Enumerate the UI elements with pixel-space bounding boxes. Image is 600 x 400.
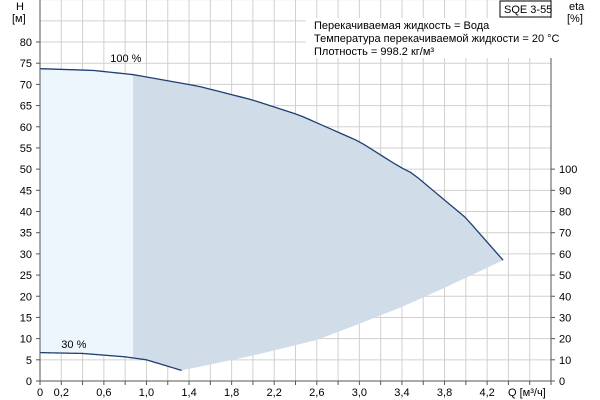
y-tick-label: 55: [20, 143, 32, 155]
x-tick-label: 1,4: [181, 387, 196, 399]
y-tick-label: 75: [20, 58, 32, 70]
y-tick-label: 50: [20, 164, 32, 176]
x-axis-label: Q [м³/ч]: [508, 387, 546, 399]
info-box: Перекачиваемая жидкость = Вода Температу…: [306, 18, 560, 58]
y-tick-label: 5: [26, 355, 32, 367]
y2-tick-label: 90: [559, 185, 571, 197]
info-line-3: Плотность = 998.2 кг/м³: [314, 46, 434, 58]
y2-tick-label: 50: [559, 270, 571, 282]
curve-100-percent: [39, 68, 504, 261]
y2-tick-label: 10: [559, 355, 571, 367]
light-region: [40, 68, 134, 358]
y-tick-label: 70: [20, 79, 32, 91]
y2-tick-label: 30: [559, 312, 571, 324]
y2-tick-label: 40: [559, 291, 571, 303]
x-tick-label: 2,6: [309, 387, 324, 399]
y-axis-label-unit: [м]: [12, 13, 26, 25]
x-tick-label: 3,8: [437, 387, 452, 399]
y-tick-label: 65: [20, 101, 32, 113]
y2-axis-label-name: eta: [569, 1, 585, 13]
y2-tick-label: 60: [559, 249, 571, 261]
x-tick-label: 4,2: [479, 387, 494, 399]
y-tick-label: 10: [20, 334, 32, 346]
x-tick-label: 1,0: [139, 387, 154, 399]
y2-tick-label: 0: [559, 376, 565, 388]
y-tick-label: 60: [20, 122, 32, 134]
curve-30-percent: [39, 351, 182, 372]
title-box: SQE 3-55: [499, 0, 552, 18]
x-tick-label: 0,6: [96, 387, 111, 399]
x-tick-label: 0,2: [54, 387, 69, 399]
x-tick-label: 3,0: [352, 387, 367, 399]
y-axis-label-name: H: [16, 1, 24, 13]
y-tick-label: 0: [26, 376, 32, 388]
y-tick-label: 40: [20, 207, 32, 219]
y2-axis-label-unit: [%]: [567, 13, 583, 25]
x-tick-label: 1,8: [224, 387, 239, 399]
y2-tick-label: 80: [559, 207, 571, 219]
y-tick-label: 30: [20, 249, 32, 261]
operating-regions: [40, 68, 504, 371]
y2-tick-label: 100: [559, 164, 577, 176]
y-tick-label: 20: [20, 291, 32, 303]
y-tick-label: 35: [20, 228, 32, 240]
x-tick-label: 0: [37, 387, 43, 399]
y-tick-label: 45: [20, 185, 32, 197]
y2-tick-label: 20: [559, 334, 571, 346]
series-label-100: 100 %: [110, 53, 141, 65]
y2-tick-label: 70: [559, 228, 571, 240]
x-tick-label: 3,4: [394, 387, 409, 399]
dark-region: [133, 74, 504, 371]
curves: 100 % 30 %: [39, 53, 504, 372]
info-line-1: Перекачиваемая жидкость = Вода: [314, 20, 490, 32]
chart-title: SQE 3-55: [504, 4, 552, 16]
y-tick-label: 15: [20, 312, 32, 324]
x-tick-label: 2,2: [267, 387, 282, 399]
y-tick-label: 80: [20, 37, 32, 49]
series-label-30: 30 %: [61, 339, 86, 351]
info-line-2: Температура перекачиваемой жидкости = 20…: [314, 33, 560, 45]
axes: 0 5 10 15 20 25 30 35 40 45 50 55 60 65 70 75 80 0 10 20 30 4…: [20, 0, 577, 399]
y-tick-label: 25: [20, 270, 32, 282]
